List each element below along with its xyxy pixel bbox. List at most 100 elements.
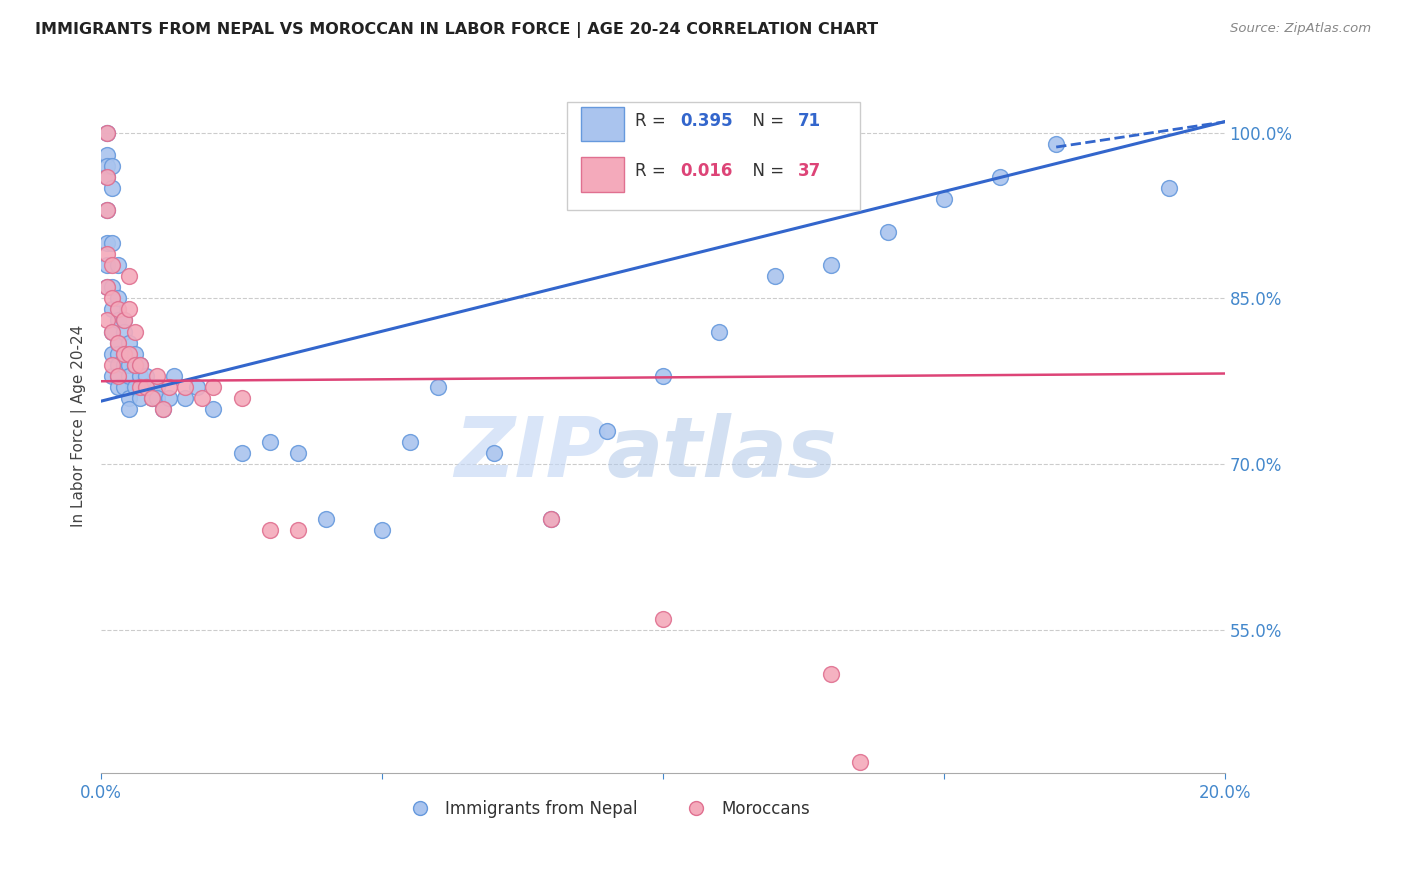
Point — [118, 302, 141, 317]
Point — [146, 368, 169, 383]
Point — [157, 380, 180, 394]
Text: 0.395: 0.395 — [679, 112, 733, 130]
Point — [163, 368, 186, 383]
Point — [186, 380, 208, 394]
Point — [129, 358, 152, 372]
Point — [107, 258, 129, 272]
Point — [101, 368, 124, 383]
Point — [174, 380, 197, 394]
Point — [152, 401, 174, 416]
Point — [101, 292, 124, 306]
Point — [152, 401, 174, 416]
Point — [129, 391, 152, 405]
Text: N =: N = — [741, 162, 789, 180]
Text: R =: R = — [636, 162, 671, 180]
Point — [101, 346, 124, 360]
Point — [141, 380, 163, 394]
Point — [259, 524, 281, 538]
FancyBboxPatch shape — [568, 102, 859, 210]
Point — [399, 435, 422, 450]
Point — [231, 446, 253, 460]
Point — [96, 313, 118, 327]
Text: Source: ZipAtlas.com: Source: ZipAtlas.com — [1230, 22, 1371, 36]
Point — [287, 446, 309, 460]
FancyBboxPatch shape — [581, 107, 624, 142]
Point — [135, 368, 157, 383]
Point — [107, 302, 129, 317]
Point — [124, 346, 146, 360]
Point — [107, 335, 129, 350]
Point — [231, 391, 253, 405]
Point — [135, 380, 157, 394]
Point — [876, 225, 898, 239]
Point — [101, 181, 124, 195]
Point — [315, 512, 337, 526]
Text: N =: N = — [741, 112, 789, 130]
Text: ZIP: ZIP — [454, 413, 607, 494]
Point — [112, 358, 135, 372]
Point — [651, 368, 673, 383]
Text: 0.016: 0.016 — [679, 162, 733, 180]
Point — [96, 169, 118, 184]
Text: 37: 37 — [797, 162, 821, 180]
Point — [146, 380, 169, 394]
Point — [129, 358, 152, 372]
Point — [820, 667, 842, 681]
Point — [763, 269, 786, 284]
Point — [174, 391, 197, 405]
Point — [112, 325, 135, 339]
Point — [484, 446, 506, 460]
Point — [96, 280, 118, 294]
Point — [101, 236, 124, 251]
Point — [540, 512, 562, 526]
Text: R =: R = — [636, 112, 671, 130]
Point — [848, 756, 870, 770]
Point — [129, 368, 152, 383]
Point — [1157, 181, 1180, 195]
Point — [101, 258, 124, 272]
Point — [146, 391, 169, 405]
Point — [107, 380, 129, 394]
Point — [427, 380, 450, 394]
Point — [118, 368, 141, 383]
Point — [1045, 136, 1067, 151]
Point — [157, 391, 180, 405]
Point — [124, 325, 146, 339]
Point — [118, 391, 141, 405]
Text: 71: 71 — [797, 112, 821, 130]
Point — [191, 391, 214, 405]
Point — [988, 169, 1011, 184]
Point — [124, 358, 146, 372]
Point — [107, 292, 129, 306]
Point — [118, 346, 141, 360]
Point — [96, 159, 118, 173]
Point — [96, 202, 118, 217]
Point — [124, 380, 146, 394]
Text: atlas: atlas — [607, 413, 838, 494]
Point — [107, 346, 129, 360]
Point — [101, 302, 124, 317]
Point — [101, 358, 124, 372]
FancyBboxPatch shape — [581, 157, 624, 192]
Point — [107, 368, 129, 383]
Text: IMMIGRANTS FROM NEPAL VS MOROCCAN IN LABOR FORCE | AGE 20-24 CORRELATION CHART: IMMIGRANTS FROM NEPAL VS MOROCCAN IN LAB… — [35, 22, 879, 38]
Point — [202, 380, 225, 394]
Point — [107, 313, 129, 327]
Point — [112, 346, 135, 360]
Y-axis label: In Labor Force | Age 20-24: In Labor Force | Age 20-24 — [72, 325, 87, 526]
Point — [141, 391, 163, 405]
Point — [96, 258, 118, 272]
Point — [141, 391, 163, 405]
Point — [112, 313, 135, 327]
Point — [96, 126, 118, 140]
Point — [101, 159, 124, 173]
Point — [118, 401, 141, 416]
Point — [107, 368, 129, 383]
Point — [112, 380, 135, 394]
Point — [118, 269, 141, 284]
Point — [96, 247, 118, 261]
Point — [96, 148, 118, 162]
Point — [96, 236, 118, 251]
Point — [101, 325, 124, 339]
Point — [96, 202, 118, 217]
